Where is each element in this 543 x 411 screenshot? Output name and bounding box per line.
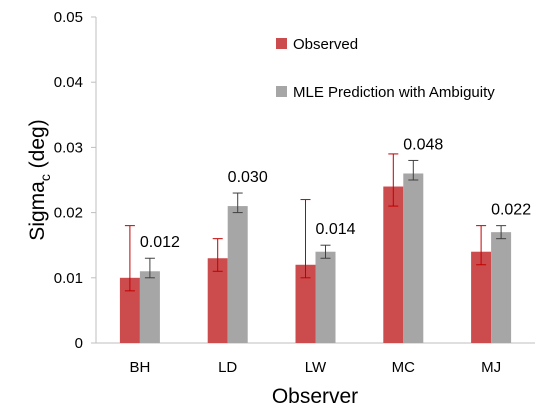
legend-swatch-observed (276, 38, 287, 49)
bar-observed (295, 264, 316, 343)
value-annotation: 0.048 (403, 136, 443, 153)
bar-mle (315, 251, 336, 343)
bar-observed (207, 258, 228, 343)
y-axis-title-main: Sigma (26, 181, 49, 241)
x-tick-label: MJ (481, 359, 501, 376)
legend-label-observed: Observed (293, 36, 358, 53)
value-annotation: 0.012 (140, 234, 180, 251)
y-axis-title: Sigmac (deg) (26, 119, 53, 240)
y-tick-label: 0.02 (54, 205, 83, 222)
x-tick-label: BH (129, 359, 150, 376)
value-annotation: 0.030 (228, 169, 268, 186)
legend-swatch-mle (276, 86, 287, 97)
bar-observed (471, 251, 492, 343)
chart-marks: 0 0.01 0.02 0.03 0.04 0.05 BH 0.012 LD 0.030 LW 0.0… (54, 9, 531, 376)
bar-mle (491, 232, 512, 343)
bar-mle (139, 271, 160, 343)
x-tick-label: LW (305, 359, 327, 376)
x-tick-label: MC (392, 359, 415, 376)
y-axis-title-subscript: c (37, 174, 53, 181)
x-tick-label: LD (218, 359, 237, 376)
y-tick-label: 0 (75, 335, 83, 352)
y-axis-title-unit: (deg) (26, 119, 49, 174)
x-axis-title: Observer (272, 385, 358, 408)
bar-observed (383, 186, 404, 343)
bar-observed (119, 277, 140, 343)
value-annotation: 0.022 (491, 202, 531, 219)
bar-mle (403, 173, 424, 343)
legend-label-mle: MLE Prediction with Ambiguity (293, 84, 495, 101)
legend: Observed MLE Prediction with Ambiguity (276, 36, 495, 101)
y-tick-label: 0.01 (54, 270, 83, 287)
y-tick-label: 0.03 (54, 139, 83, 156)
y-tick-label: 0.04 (54, 74, 83, 91)
bar-mle (227, 206, 248, 343)
y-tick-label: 0.05 (54, 9, 83, 26)
value-annotation: 0.014 (315, 221, 355, 238)
